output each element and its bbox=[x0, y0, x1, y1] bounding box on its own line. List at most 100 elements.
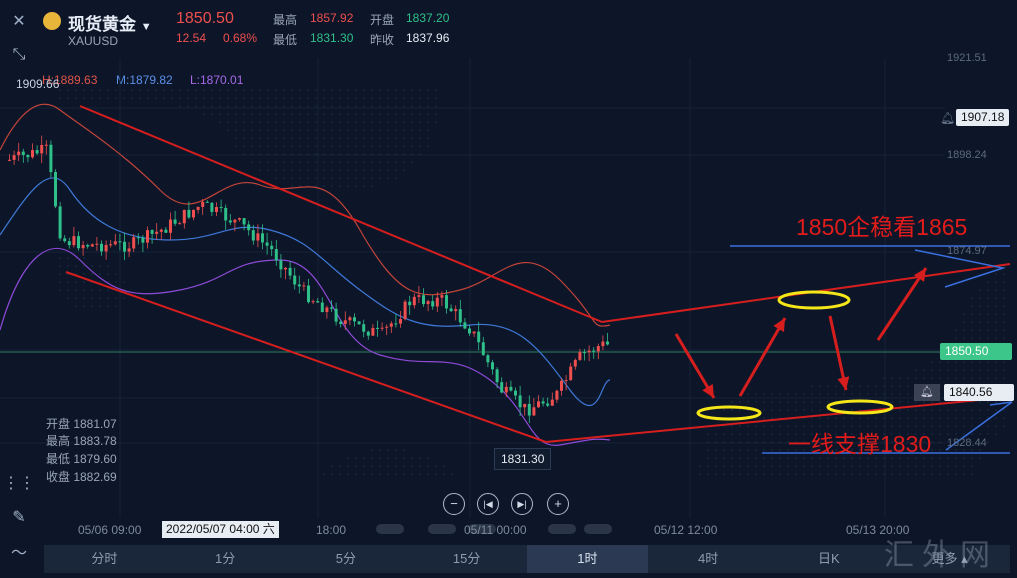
map-dot bbox=[875, 465, 877, 467]
tab-15m[interactable]: 15分 bbox=[452, 551, 481, 566]
map-dot bbox=[843, 473, 845, 475]
candle-body bbox=[458, 309, 462, 323]
map-dot bbox=[323, 177, 325, 179]
map-dot bbox=[811, 385, 813, 387]
map-dot bbox=[811, 393, 813, 395]
tab-more[interactable]: 更多 ▴ bbox=[931, 551, 968, 566]
zoom-out-button[interactable]: − bbox=[443, 493, 465, 515]
candle-body bbox=[514, 390, 517, 396]
map-dot bbox=[731, 465, 733, 467]
tab-daily[interactable]: 日K bbox=[818, 551, 840, 566]
map-dot bbox=[859, 425, 861, 427]
map-dot bbox=[403, 473, 405, 475]
map-dot bbox=[315, 121, 317, 123]
map-dot bbox=[987, 337, 989, 339]
map-dot bbox=[379, 89, 381, 91]
tab-1h[interactable]: 1时 bbox=[527, 545, 648, 573]
map-dot bbox=[907, 377, 909, 379]
scroll-start-button[interactable]: |◀ bbox=[477, 493, 499, 515]
map-dot bbox=[979, 449, 981, 451]
map-dot bbox=[947, 409, 949, 411]
map-dot bbox=[67, 97, 69, 99]
map-dot bbox=[883, 425, 885, 427]
map-dot bbox=[299, 145, 301, 147]
map-dot bbox=[403, 153, 405, 155]
map-dot bbox=[771, 409, 773, 411]
chart-type-icon[interactable]: 〜 bbox=[10, 545, 27, 562]
map-dot bbox=[995, 273, 997, 275]
map-dot bbox=[371, 465, 373, 467]
map-dot bbox=[971, 409, 973, 411]
map-dot bbox=[259, 153, 261, 155]
map-dot bbox=[235, 105, 237, 107]
map-dot bbox=[67, 297, 69, 299]
candle-body bbox=[518, 395, 522, 408]
map-dot bbox=[883, 441, 885, 443]
map-dot bbox=[315, 177, 317, 179]
map-dot bbox=[283, 129, 285, 131]
map-dot bbox=[979, 457, 981, 459]
map-dot bbox=[355, 161, 357, 163]
boll-upper-label: H:1889.63 bbox=[42, 73, 98, 87]
map-dot bbox=[995, 417, 997, 419]
draw-pen-icon[interactable]: ✎ bbox=[12, 509, 26, 526]
map-dot bbox=[907, 417, 909, 419]
map-dot bbox=[955, 409, 957, 411]
candle-body bbox=[21, 151, 25, 156]
map-dot bbox=[987, 305, 989, 307]
map-dot bbox=[971, 337, 973, 339]
map-dot bbox=[307, 153, 309, 155]
arrow-head bbox=[773, 318, 785, 332]
map-dot bbox=[299, 185, 301, 187]
map-dot bbox=[963, 417, 965, 419]
candle-body bbox=[394, 323, 398, 325]
map-dot bbox=[923, 473, 925, 475]
tab-timeshare[interactable]: 分时 bbox=[91, 551, 118, 566]
scroll-indicator bbox=[584, 524, 612, 534]
tab-5m[interactable]: 5分 bbox=[335, 551, 356, 566]
tab-4h[interactable]: 4时 bbox=[698, 551, 719, 566]
map-dot bbox=[1003, 273, 1005, 275]
map-dot bbox=[939, 465, 941, 467]
close-icon[interactable]: ✕ bbox=[12, 13, 26, 30]
map-dot bbox=[915, 465, 917, 467]
map-dot bbox=[707, 441, 709, 443]
target-ellipse bbox=[826, 399, 894, 415]
map-dot bbox=[835, 465, 837, 467]
scroll-end-button[interactable]: ▶| bbox=[511, 493, 533, 515]
map-dot bbox=[283, 169, 285, 171]
y-tick: 1828.44 bbox=[947, 437, 987, 449]
map-dot bbox=[371, 105, 373, 107]
map-dot bbox=[923, 465, 925, 467]
candle-body bbox=[445, 295, 448, 309]
tab-1m[interactable]: 1分 bbox=[215, 551, 236, 566]
map-dot bbox=[899, 449, 901, 451]
map-dot bbox=[947, 457, 949, 459]
map-dot bbox=[363, 473, 365, 475]
map-dot bbox=[427, 465, 429, 467]
map-dot bbox=[427, 137, 429, 139]
instrument-title[interactable]: 现货黄金 ▼ bbox=[68, 15, 152, 34]
map-dot bbox=[955, 465, 957, 467]
map-dot bbox=[59, 281, 61, 283]
map-dot bbox=[107, 273, 109, 275]
indicator-icon[interactable]: ⋮⋮ bbox=[3, 475, 35, 492]
map-dot bbox=[347, 465, 349, 467]
map-dot bbox=[203, 97, 205, 99]
candle-body bbox=[587, 350, 591, 353]
zoom-in-button[interactable]: + bbox=[547, 493, 569, 515]
map-dot bbox=[803, 393, 805, 395]
map-dot bbox=[963, 433, 965, 435]
candle-body bbox=[182, 209, 186, 224]
alert-bell-icon[interactable]: 🔔︎ bbox=[940, 111, 956, 125]
map-dot bbox=[907, 465, 909, 467]
map-dot bbox=[1003, 329, 1005, 331]
map-dot bbox=[867, 417, 869, 419]
collapse-icon[interactable]: ⤡ bbox=[12, 46, 26, 63]
map-dot bbox=[827, 465, 829, 467]
alert-bell-icon[interactable]: 🔔︎ bbox=[914, 384, 940, 401]
map-dot bbox=[947, 473, 949, 475]
map-dot bbox=[931, 441, 933, 443]
map-dot bbox=[787, 449, 789, 451]
